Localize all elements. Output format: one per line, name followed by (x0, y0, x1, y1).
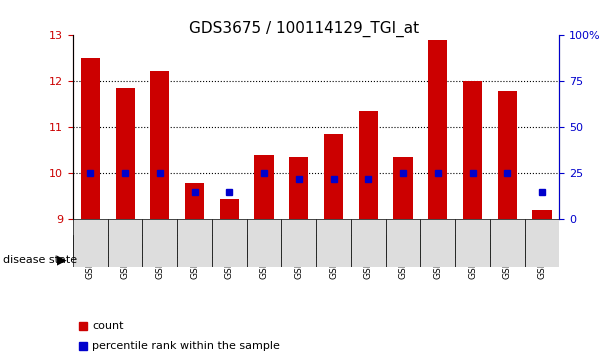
Bar (428, 40, 447, 219)
Text: hypotension: hypotension (282, 241, 350, 251)
FancyBboxPatch shape (351, 219, 385, 267)
FancyBboxPatch shape (142, 219, 177, 267)
FancyBboxPatch shape (420, 219, 455, 267)
FancyBboxPatch shape (247, 219, 282, 267)
Bar (116, 88, 134, 219)
Bar (324, 134, 343, 219)
Bar (81, 58, 100, 219)
FancyBboxPatch shape (177, 219, 212, 267)
Bar (533, 210, 551, 219)
FancyBboxPatch shape (73, 219, 108, 267)
Bar (255, 155, 274, 219)
Bar (498, 91, 517, 219)
Text: disease state: disease state (3, 255, 77, 265)
FancyBboxPatch shape (385, 235, 559, 257)
Text: hypertension: hypertension (123, 241, 196, 251)
FancyBboxPatch shape (490, 219, 525, 267)
FancyBboxPatch shape (282, 219, 316, 267)
Bar (219, 199, 239, 219)
FancyBboxPatch shape (385, 219, 420, 267)
FancyBboxPatch shape (212, 219, 247, 267)
FancyBboxPatch shape (525, 219, 559, 267)
FancyBboxPatch shape (73, 235, 247, 257)
Bar (359, 111, 378, 219)
Text: normotension: normotension (434, 241, 511, 251)
Text: ▶: ▶ (57, 254, 67, 267)
Bar (185, 183, 204, 219)
Bar (463, 81, 482, 219)
Text: count: count (92, 321, 124, 331)
Bar (289, 157, 308, 219)
Bar (150, 71, 170, 219)
Text: percentile rank within the sample: percentile rank within the sample (92, 341, 280, 350)
FancyBboxPatch shape (108, 219, 142, 267)
Text: GDS3675 / 100114129_TGI_at: GDS3675 / 100114129_TGI_at (189, 21, 419, 38)
FancyBboxPatch shape (247, 235, 385, 257)
FancyBboxPatch shape (455, 219, 490, 267)
FancyBboxPatch shape (316, 219, 351, 267)
Bar (393, 157, 413, 219)
